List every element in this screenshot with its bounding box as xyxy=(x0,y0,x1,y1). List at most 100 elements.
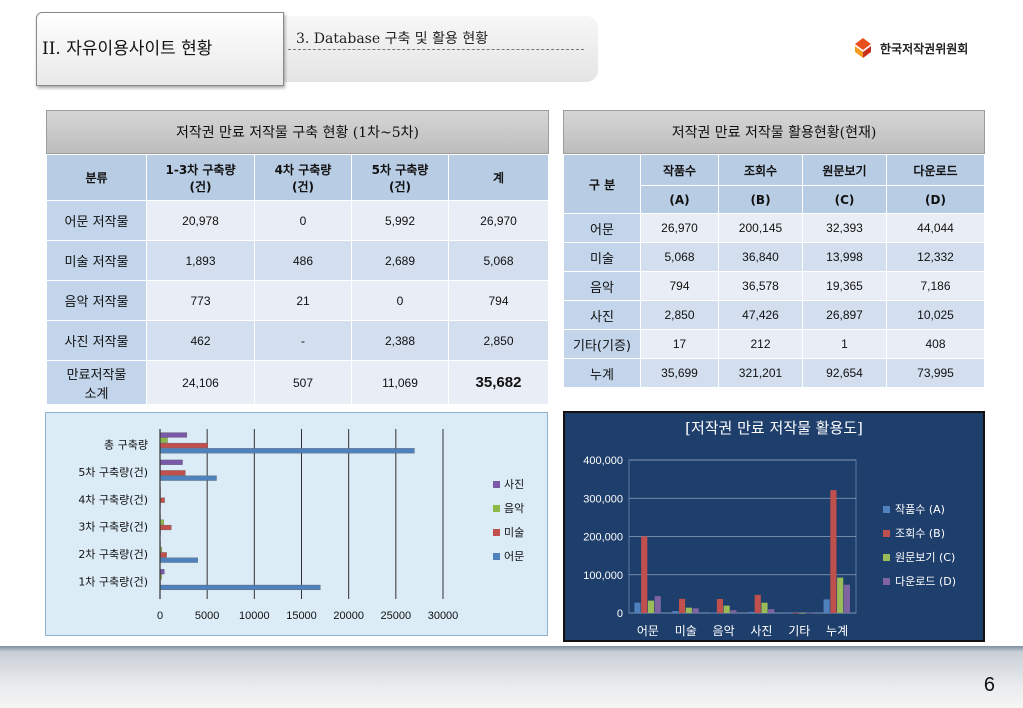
y-tick-label: 100,000 xyxy=(583,570,623,582)
logo-text: 한국저작권위원회 xyxy=(880,41,969,56)
x-category-label: 누계 xyxy=(826,624,848,638)
table-cell: 92,654 xyxy=(802,358,887,388)
column-header: 작품수 xyxy=(640,154,719,186)
x-tick-label: 25000 xyxy=(381,610,412,622)
x-tick-label: 0 xyxy=(157,610,163,622)
table-cell: 12,332 xyxy=(886,242,985,272)
x-tick-label: 20000 xyxy=(333,610,364,622)
x-tick-label: 15000 xyxy=(286,610,317,622)
usage-table-grid: 구 분 작품수 조회수 원문보기 다운로드 (A) (B) (C) (D) 어문 26,970 200… xyxy=(563,154,985,388)
bar xyxy=(768,609,775,613)
column-header: 다운로드 xyxy=(886,154,985,186)
table-row: 음악 저작물 773 21 0 794 xyxy=(46,280,549,321)
bar xyxy=(685,607,692,613)
x-category-label: 음악 xyxy=(713,624,735,638)
bar xyxy=(692,608,699,613)
table-cell: 5,068 xyxy=(448,240,549,281)
table-cell: 35,682 xyxy=(448,360,549,405)
table-cell: 7,186 xyxy=(886,271,985,301)
usage-chart: [저작권 만료 저작물 활용도] 400,000 300,000 200,000 100… xyxy=(563,411,985,642)
table-cell: 794 xyxy=(448,280,549,321)
bar xyxy=(761,602,768,613)
column-header: 계 xyxy=(448,154,549,201)
table-cell: 2,388 xyxy=(351,320,449,361)
table-row: 누계 35,699 321,201 92,654 73,995 xyxy=(563,358,985,388)
bar xyxy=(799,612,806,614)
row-label: 미술 저작물 xyxy=(46,240,147,281)
table-cell: 1,893 xyxy=(146,240,255,281)
bar xyxy=(159,524,172,531)
construction-chart-svg: 0 5000 10000 15000 20000 25000 30000 총 구축량 5차 구축… xyxy=(78,429,524,622)
table-cell: 2,850 xyxy=(448,320,549,361)
bar xyxy=(806,612,813,614)
x-category-label: 어문 xyxy=(637,624,659,638)
table-cell: 26,970 xyxy=(448,200,549,241)
table-cell: 21 xyxy=(254,280,352,321)
legend-swatch xyxy=(883,578,890,585)
bar xyxy=(747,611,755,613)
chart-title: [저작권 만료 저작물 활용도] xyxy=(685,419,863,437)
column-header-code: (B) xyxy=(718,185,803,214)
bar xyxy=(843,584,850,613)
construction-chart: 0 5000 10000 15000 20000 25000 30000 총 구축량 5차 구축… xyxy=(45,412,548,636)
table-cell: 10,025 xyxy=(886,300,985,330)
bar xyxy=(159,470,186,476)
table-cell: 24,106 xyxy=(146,360,255,405)
bar xyxy=(159,437,168,443)
y-category-label: 2차 구축량(건) xyxy=(78,548,148,561)
legend-swatch xyxy=(883,530,890,537)
table-cell: 5,992 xyxy=(351,200,449,241)
section-title-panel xyxy=(36,12,284,86)
bar xyxy=(159,552,167,558)
table-cell: 26,970 xyxy=(640,213,719,243)
bar xyxy=(641,536,648,613)
table-cell: 19,365 xyxy=(802,271,887,301)
y-category-label: 3차 구축량(건) xyxy=(78,521,148,534)
bar xyxy=(830,490,837,613)
bar xyxy=(678,598,686,613)
column-header: 1-3차 구축량 (건) xyxy=(146,154,255,201)
x-tick-label: 10000 xyxy=(239,610,270,622)
legend-label: 조회수 (B) xyxy=(895,527,945,540)
table-row: 미술 5,068 36,840 13,998 12,332 xyxy=(563,242,985,272)
bar xyxy=(792,612,799,614)
table-cell: 20,978 xyxy=(146,200,255,241)
row-label: 미술 xyxy=(563,242,641,272)
usage-table-title: 저작권 만료 저작물 활용현황(현재) xyxy=(563,110,985,154)
table-header-row: (A) (B) (C) (D) xyxy=(564,185,985,214)
legend-label: 어문 xyxy=(504,550,524,563)
column-header: 5차 구축량 (건) xyxy=(351,154,449,201)
table-cell: 36,578 xyxy=(718,271,803,301)
table-row: 기타(기증) 17 212 1 408 xyxy=(563,329,985,359)
legend-label: 작품수 (A) xyxy=(895,503,945,516)
table-cell: 73,995 xyxy=(886,358,985,388)
column-header: 4차 구축량 (건) xyxy=(254,154,352,201)
legend-label: 다운로드 (D) xyxy=(895,575,956,588)
bar xyxy=(716,599,723,613)
table-cell: 13,998 xyxy=(802,242,887,272)
construction-table: 저작권 만료 저작물 구축 현황 (1차~5차) 분류 1-3차 구축량 (건) 4차… xyxy=(46,110,549,405)
bar xyxy=(654,596,661,613)
legend-label: 사진 xyxy=(504,478,524,491)
table-row: 어문 저작물 20,978 0 5,992 26,970 xyxy=(46,200,549,241)
table-cell: 200,145 xyxy=(718,213,803,243)
y-tick-label: 200,000 xyxy=(583,532,623,544)
page-number: 6 xyxy=(983,674,995,696)
column-header-code: (C) xyxy=(802,185,887,214)
table-cell: 212 xyxy=(718,329,803,359)
row-header-label: 구 분 xyxy=(563,154,641,214)
legend-swatch xyxy=(883,554,890,561)
section-subtitle: 3. Database 구축 및 활용 현황 xyxy=(296,31,489,47)
legend-swatch xyxy=(493,529,500,536)
bar xyxy=(785,612,792,614)
row-label: 사진 xyxy=(563,300,641,330)
bar xyxy=(159,569,165,575)
bar xyxy=(634,602,641,613)
bar xyxy=(159,448,415,454)
y-category-label: 4차 구축량(건) xyxy=(78,493,148,506)
table-cell: 794 xyxy=(640,271,719,301)
legend-swatch xyxy=(883,506,890,513)
table-cell: 0 xyxy=(254,200,352,241)
row-label: 어문 xyxy=(563,213,641,243)
row-label: 만료저작물 소계 xyxy=(46,360,147,405)
